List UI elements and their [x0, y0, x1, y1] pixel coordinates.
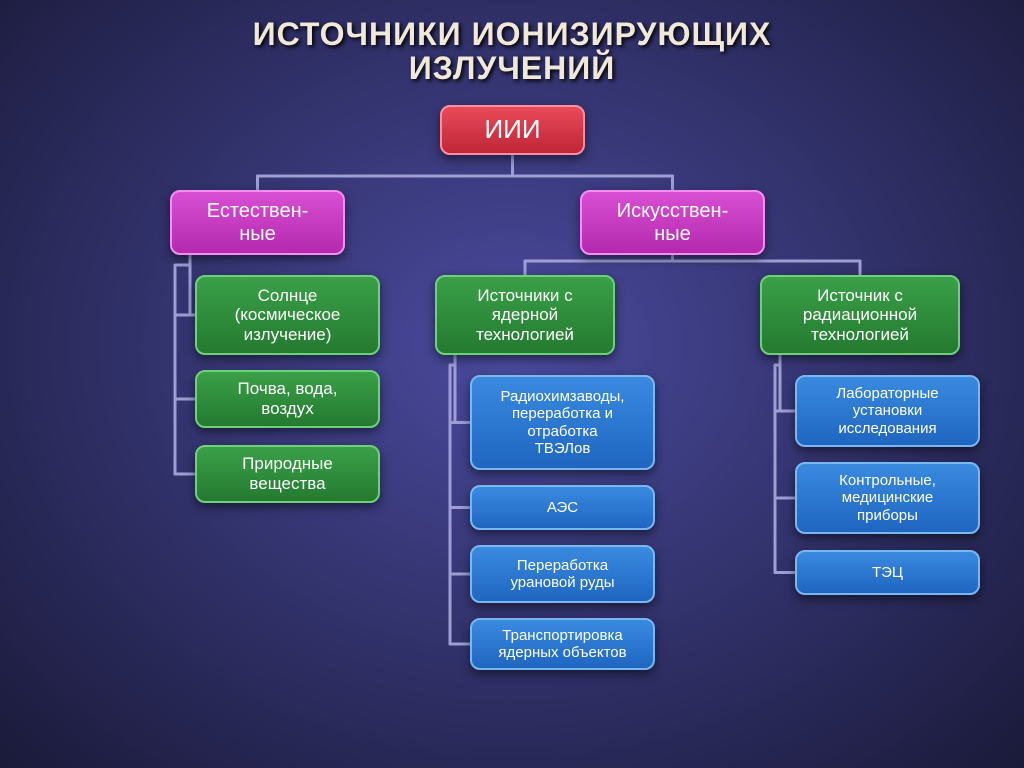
- node-label: Переработкаурановой руды: [510, 557, 614, 592]
- node-radiochem: Радиохимзаводы,переработка иотработкаТВЭ…: [470, 375, 655, 470]
- node-label: Естествен-ные: [207, 200, 309, 246]
- title-line-1: ИСТОЧНИКИ ИОНИЗИРУЮЩИХ: [0, 18, 1024, 52]
- node-natsub: Природныевещества: [195, 445, 380, 503]
- node-label: Радиохимзаводы,переработка иотработкаТВЭ…: [501, 388, 625, 457]
- node-label: Контрольные,медицинскиеприборы: [839, 472, 936, 524]
- diagram-stage: ИСТОЧНИКИ ИОНИЗИРУЮЩИХ ИЗЛУЧЕНИЙ ИИИ Есте…: [0, 0, 1024, 768]
- node-natural: Естествен-ные: [170, 190, 345, 255]
- node-label: ИИИ: [484, 115, 540, 145]
- node-sun: Солнце(космическоеизлучение): [195, 275, 380, 355]
- node-label: Источник срадиационнойтехнологией: [803, 286, 917, 345]
- node-aes: АЭС: [470, 485, 655, 530]
- node-label: Почва, вода,воздух: [238, 379, 338, 418]
- node-label: ТЭЦ: [872, 564, 903, 581]
- diagram-title: ИСТОЧНИКИ ИОНИЗИРУЮЩИХ ИЗЛУЧЕНИЙ: [0, 18, 1024, 85]
- node-tec: ТЭЦ: [795, 550, 980, 595]
- node-label: Лабораторныеустановкиисследования: [836, 385, 938, 437]
- node-nuclear: Источники сядернойтехнологией: [435, 275, 615, 355]
- node-radtech: Источник срадиационнойтехнологией: [760, 275, 960, 355]
- node-artificial: Искусствен-ные: [580, 190, 765, 255]
- node-label: Транспортировкаядерных объектов: [498, 627, 626, 662]
- node-uranium: Переработкаурановой руды: [470, 545, 655, 603]
- node-soil: Почва, вода,воздух: [195, 370, 380, 428]
- node-label: Природныевещества: [242, 454, 333, 493]
- node-transport: Транспортировкаядерных объектов: [470, 618, 655, 670]
- node-label: Искусствен-ные: [617, 200, 729, 246]
- node-label: Источники сядернойтехнологией: [476, 286, 574, 345]
- title-line-2: ИЗЛУЧЕНИЙ: [0, 52, 1024, 86]
- node-label: АЭС: [547, 499, 578, 516]
- node-root: ИИИ: [440, 105, 585, 155]
- node-lab: Лабораторныеустановкиисследования: [795, 375, 980, 447]
- node-label: Солнце(космическоеизлучение): [235, 286, 341, 345]
- node-medical: Контрольные,медицинскиеприборы: [795, 462, 980, 534]
